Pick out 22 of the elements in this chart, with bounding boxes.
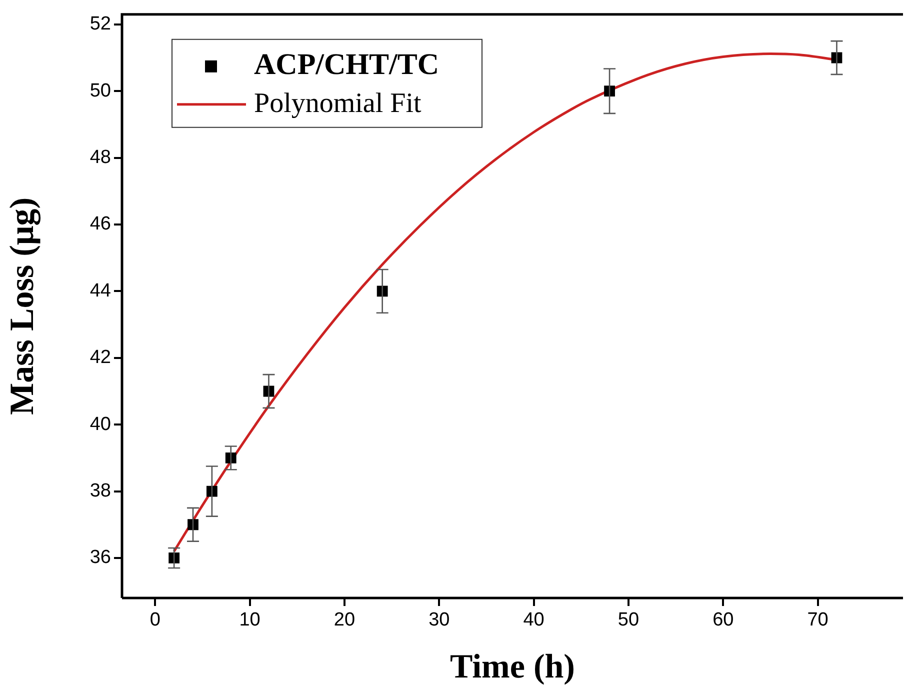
x-tick-label: 0 [150,610,160,631]
x-tick-label: 70 [807,610,828,631]
y-tick-label: 40 [90,414,111,435]
y-tick-label: 48 [90,147,111,168]
y-tick-label: 42 [90,347,111,368]
x-tick-label: 10 [239,610,260,631]
x-tick-label: 40 [523,610,544,631]
x-tick-label: 60 [712,610,734,631]
y-axis-title: Mass Loss (μg) [4,197,42,416]
y-tick-label: 46 [90,214,111,235]
x-axis-title: Time (h) [450,648,575,686]
y-tick-label: 50 [90,80,111,102]
legend-label: ACP/CHT/TC [254,48,440,82]
y-tick-label: 52 [90,14,111,35]
y-tick-label: 36 [90,547,111,568]
y-tick-label: 44 [90,280,112,302]
point [604,86,615,97]
y-tick-label: 38 [90,480,111,502]
x-tick-label: 50 [618,610,640,631]
x-tick-label: 30 [428,610,450,631]
legend-label: Polynomial Fit [254,88,422,119]
x-tick-label: 20 [334,610,356,631]
